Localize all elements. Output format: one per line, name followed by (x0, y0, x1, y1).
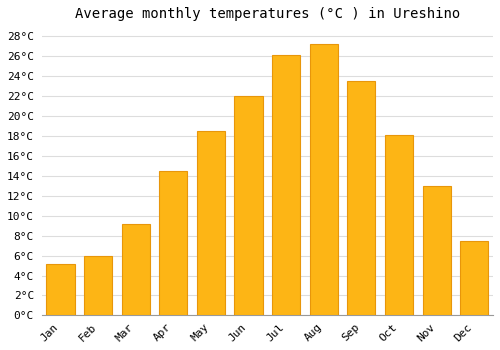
Bar (348, 81, 376, 315)
Bar (272, 55, 300, 315)
Bar (234, 96, 262, 315)
Bar (122, 224, 150, 315)
Bar (310, 44, 338, 315)
Bar (84, 256, 112, 315)
Bar (422, 186, 450, 315)
Bar (385, 135, 413, 315)
Bar (159, 171, 188, 315)
Title: Average monthly temperatures (°C ) in Ureshino: Average monthly temperatures (°C ) in Ur… (74, 7, 460, 21)
Bar (197, 131, 225, 315)
Bar (46, 264, 74, 315)
Bar (460, 241, 488, 315)
